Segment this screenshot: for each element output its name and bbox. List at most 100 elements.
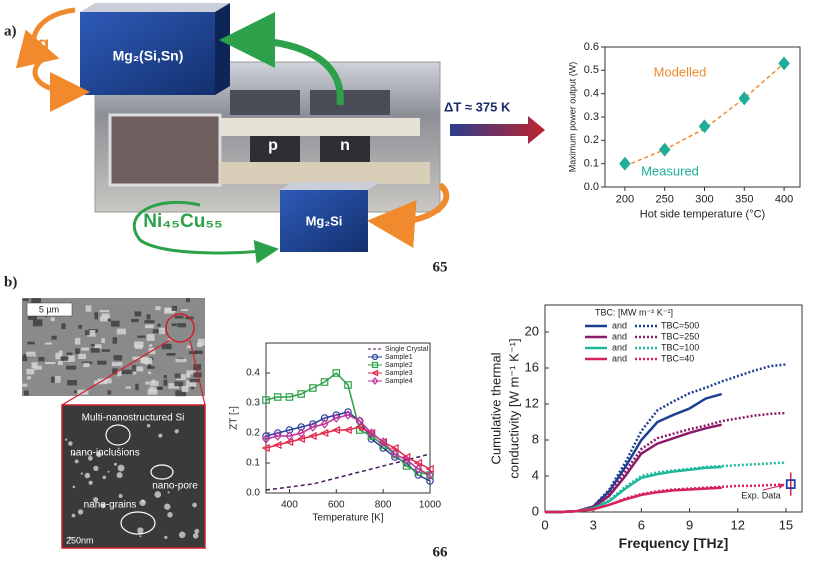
particle: [102, 475, 107, 480]
y-tick-label: 20: [525, 323, 539, 338]
arrow: [132, 200, 279, 264]
particle: [167, 512, 173, 518]
grain: [189, 378, 201, 383]
grain: [44, 342, 52, 345]
grain: [101, 338, 105, 344]
grain: [158, 327, 165, 335]
particle: [158, 433, 163, 438]
y-tick-label: 0.4: [246, 368, 260, 379]
marker: [308, 431, 317, 441]
grain: [171, 305, 178, 311]
grain: [90, 348, 100, 353]
legend-label: Sample4: [385, 378, 413, 385]
grain: [146, 334, 155, 341]
sem-zoom: [61, 404, 206, 549]
grain: [190, 386, 195, 390]
particle: [69, 536, 72, 540]
y-axis-label: Maximum power output (W): [567, 62, 577, 173]
y-tick-label: 0.5: [584, 64, 599, 76]
legend-joiner: and: [612, 320, 627, 330]
grain: [107, 390, 112, 395]
grain: [152, 329, 162, 334]
grain: [163, 379, 168, 386]
grain: [31, 362, 38, 369]
y-tick-label: 0.3: [246, 398, 260, 409]
grain: [27, 314, 37, 320]
grain: [148, 362, 152, 369]
particle: [96, 451, 102, 458]
grain: [33, 365, 42, 370]
particle: [93, 465, 99, 471]
x-tick-label: 9: [686, 518, 693, 533]
feature-label: nano-inclusions: [70, 448, 140, 459]
particle: [164, 503, 171, 510]
grain: [147, 371, 152, 375]
grain: [171, 323, 177, 327]
grain: [87, 330, 96, 337]
series-line: [265, 426, 431, 470]
zoom-line: [189, 339, 206, 406]
marker: [297, 428, 306, 438]
grain: [22, 355, 28, 362]
grain: [32, 319, 43, 327]
particle: [72, 485, 76, 489]
grain: [144, 320, 155, 324]
particle: [68, 441, 73, 446]
cube: [80, 12, 215, 95]
block-label: Mg₂(Si,Sn): [113, 48, 184, 64]
marker: [308, 422, 317, 432]
grain: [94, 312, 99, 320]
marker: [320, 414, 329, 422]
grain: [132, 356, 142, 360]
grain: [133, 366, 144, 372]
scale-label: 250nm: [66, 535, 94, 545]
ag-label: Ag: [23, 33, 50, 55]
grain: [31, 298, 41, 305]
arrow: [219, 12, 344, 106]
grain: [51, 335, 57, 340]
particle: [101, 503, 105, 507]
scale-box: [26, 302, 73, 317]
grain: [66, 352, 73, 357]
grain: [22, 298, 30, 302]
grain: [137, 335, 146, 338]
marker: [285, 393, 294, 401]
particle: [84, 472, 91, 479]
grain: [193, 364, 202, 371]
particle: [192, 533, 199, 539]
reference: 65: [433, 259, 448, 275]
particle: [64, 438, 68, 441]
grain: [125, 386, 131, 389]
grain: [27, 341, 35, 345]
zoom-circle: [165, 313, 195, 343]
grain: [175, 390, 186, 397]
particle: [77, 509, 84, 515]
particle: [107, 470, 110, 473]
reference: 66: [433, 544, 449, 560]
x-tick-label: 3: [590, 518, 597, 533]
grain: [155, 306, 161, 311]
x-tick-label: 6: [638, 518, 645, 533]
grain: [24, 390, 29, 396]
particle: [137, 527, 144, 534]
grain: [176, 373, 181, 379]
grain: [78, 353, 86, 360]
grain: [186, 380, 197, 387]
y-tick-label: 0: [532, 503, 539, 518]
grain: [194, 350, 203, 354]
grain: [132, 365, 137, 372]
micrograph-title: Multi-nanostructured Si: [82, 413, 185, 424]
marker: [261, 443, 270, 453]
marker: [371, 353, 379, 361]
particle: [113, 462, 117, 466]
exp-marker: [785, 479, 796, 490]
grain: [163, 375, 167, 379]
x-tick-label: 600: [328, 500, 345, 511]
zoom-line: [61, 339, 171, 406]
grain: [78, 324, 83, 329]
grain: [197, 342, 203, 347]
legend-label: TBC=100: [661, 342, 699, 352]
particle: [74, 459, 79, 464]
arrow: [15, 7, 76, 69]
particle: [71, 513, 76, 518]
